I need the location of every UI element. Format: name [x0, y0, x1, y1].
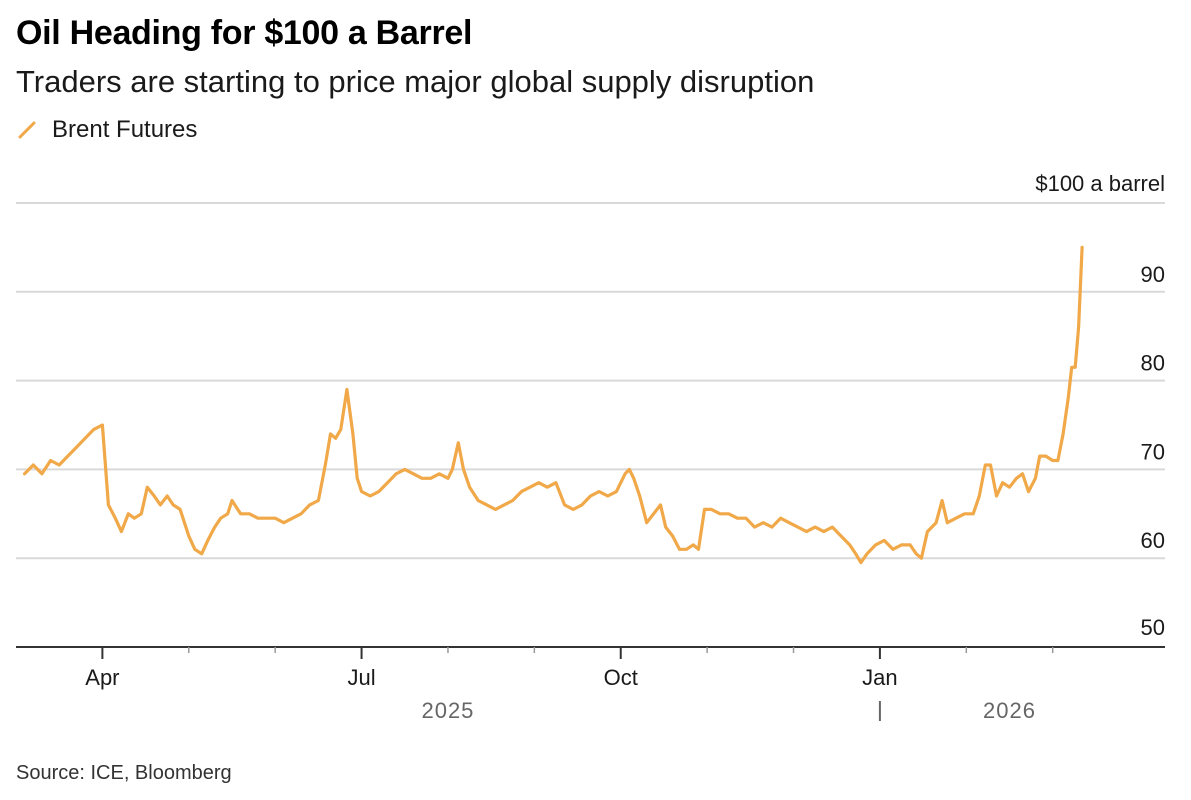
y-tick-label-80: 80: [1141, 351, 1165, 376]
y-tick-label-70: 70: [1141, 439, 1165, 464]
y-unit-label: $100 a barrel: [1035, 171, 1165, 196]
year-label-2025: 2025: [421, 698, 474, 723]
source-note: Source: ICE, Bloomberg: [16, 762, 232, 784]
year-label-2026: 2026: [983, 698, 1036, 723]
chart-subtitle: Traders are starting to price major glob…: [16, 64, 815, 99]
x-tick-label-jan: Jan: [862, 665, 897, 690]
legend: Brent Futures: [16, 116, 197, 144]
x-tick-label-jul: Jul: [348, 665, 376, 690]
legend-label: Brent Futures: [52, 116, 198, 143]
y-tick-label-50: 50: [1141, 615, 1165, 640]
x-tick-label-apr: Apr: [85, 665, 119, 690]
y-tick-label-90: 90: [1141, 262, 1165, 287]
x-tick-label-oct: Oct: [604, 665, 638, 690]
y-tick-label-60: 60: [1141, 528, 1165, 553]
chart-title: Oil Heading for $100 a Barrel: [16, 14, 473, 52]
series-line-brent-futures: [23, 245, 1084, 565]
legend-line-icon: [18, 121, 36, 139]
